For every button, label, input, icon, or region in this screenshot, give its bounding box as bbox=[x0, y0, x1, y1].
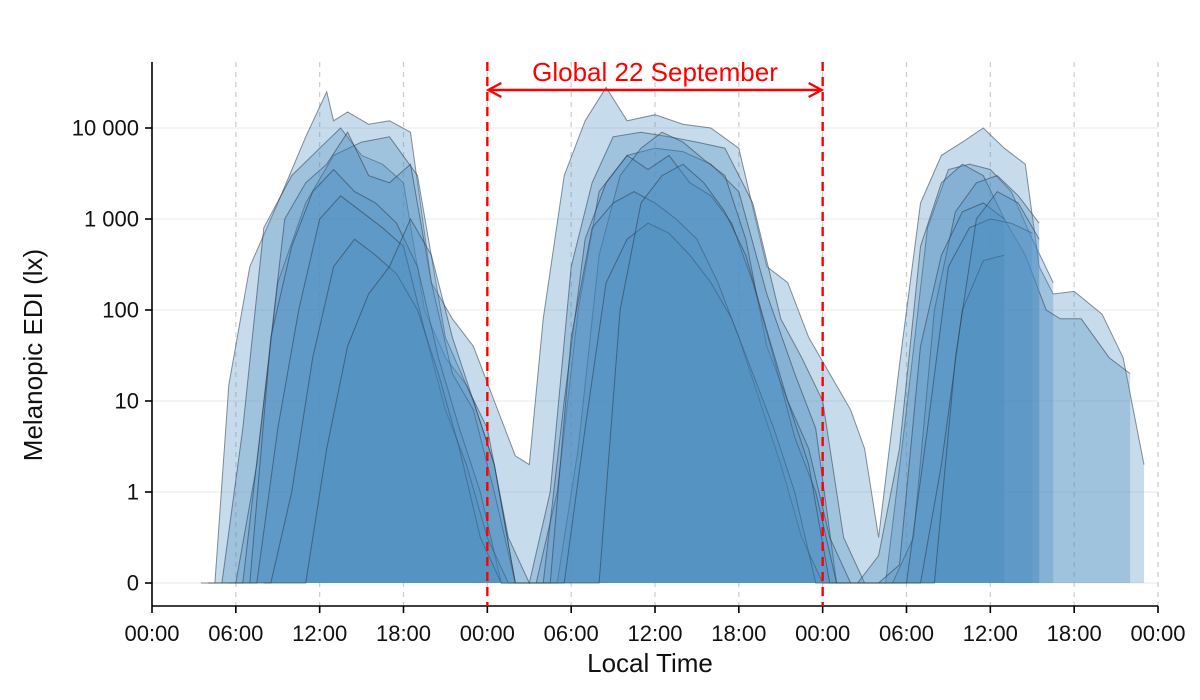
series-line-2 bbox=[207, 127, 1054, 585]
x-tick-label: 00:00 bbox=[460, 621, 515, 646]
y-tick-label: 10 000 bbox=[72, 116, 139, 141]
x-tick-label: 00:00 bbox=[1130, 621, 1185, 646]
x-tick-label: 12:00 bbox=[292, 621, 347, 646]
x-tick-label: 06:00 bbox=[208, 621, 263, 646]
annotation-arrowhead-right bbox=[808, 81, 825, 99]
annotation-layer: Global 22 September bbox=[485, 57, 825, 606]
series-area-6 bbox=[235, 191, 1033, 583]
x-tick-label: 06:00 bbox=[879, 621, 934, 646]
x-axis-title: Local Time bbox=[587, 648, 713, 678]
y-tick-label: 0 bbox=[127, 571, 139, 596]
series-area-4 bbox=[221, 132, 1040, 583]
series-line-1 bbox=[200, 86, 1145, 584]
axes-layer: 0 1 10 100 1 000 10 000 00:00 06:00 12:00 18:00 00… bbox=[72, 62, 1186, 646]
series-line-4 bbox=[221, 131, 1040, 584]
y-tick-label: 10 bbox=[115, 389, 139, 414]
x-tick-label: 00:00 bbox=[795, 621, 850, 646]
series-line-8 bbox=[263, 163, 1040, 584]
series-line-3 bbox=[214, 136, 1131, 584]
x-tick-label: 18:00 bbox=[711, 621, 766, 646]
annotation-arrowhead-left bbox=[485, 81, 502, 99]
series-area-2 bbox=[207, 128, 1054, 583]
x-tick-label: 06:00 bbox=[544, 621, 599, 646]
y-tick-label: 100 bbox=[102, 298, 139, 323]
x-tick-label: 12:00 bbox=[627, 621, 682, 646]
series-area-3 bbox=[214, 136, 1131, 584]
series-layer bbox=[200, 86, 1145, 585]
y-tick-label: 1 bbox=[127, 480, 139, 505]
series-area-8 bbox=[263, 164, 1040, 583]
annotation-label: Global 22 September bbox=[532, 57, 778, 87]
x-tick-label: 18:00 bbox=[376, 621, 431, 646]
series-area-5 bbox=[228, 155, 1005, 583]
x-tick-label: 12:00 bbox=[963, 621, 1018, 646]
series-area-1 bbox=[200, 87, 1144, 584]
y-tick-label: 1 000 bbox=[84, 207, 139, 232]
x-tick-label: 18:00 bbox=[1047, 621, 1102, 646]
y-axis-title: Melanopic EDI (lx) bbox=[18, 249, 48, 461]
x-tick-label: 00:00 bbox=[124, 621, 179, 646]
series-area-7 bbox=[249, 223, 1005, 583]
